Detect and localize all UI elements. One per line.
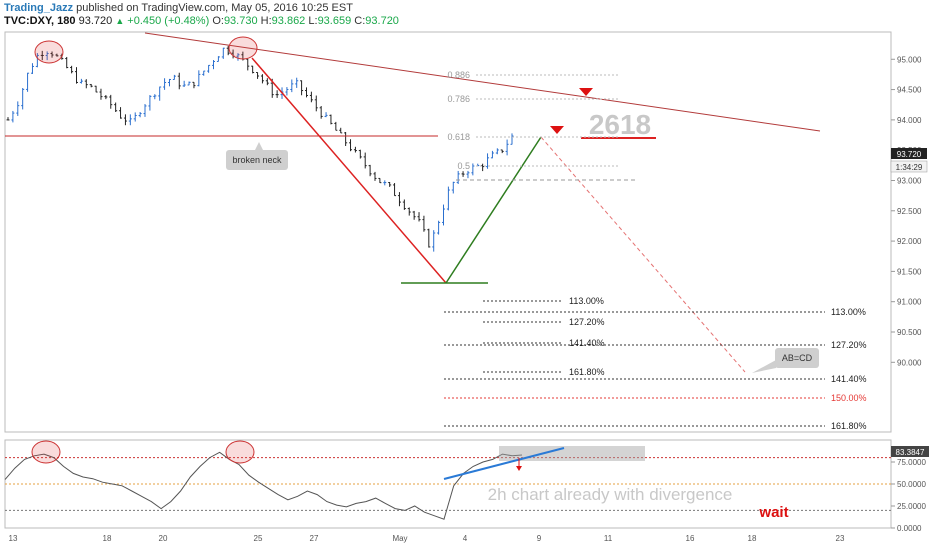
close-value: 93.720 — [365, 15, 399, 27]
time-tick-label: 18 — [748, 534, 757, 543]
rsi-pane — [4, 451, 891, 520]
time-tick-label: 23 — [836, 534, 845, 543]
up-arrow-icon: ▲ — [115, 16, 125, 26]
pattern-label: 2618 — [589, 109, 651, 140]
fib-retracement-label: 0.786 — [447, 94, 470, 104]
rsi-badge-label: 83.3847 — [896, 448, 925, 457]
drawings — [5, 32, 929, 480]
broken-neck-label: broken neck — [232, 155, 282, 165]
time-tick-label: 13 — [9, 534, 18, 543]
time-tick-label: 16 — [686, 534, 695, 543]
price-change: +0.450 (+0.48%) — [127, 15, 210, 27]
open-value: 93.730 — [223, 15, 258, 27]
rsi-axis: 75.0000 50.0000 25.0000 0.0000 — [891, 458, 926, 533]
price-tick-label: 93.000 — [897, 176, 922, 185]
rsi-tick-label: 0.0000 — [897, 524, 922, 533]
callout-pointer — [255, 142, 263, 150]
symbol-label[interactable]: TVC:DXY, 180 — [4, 15, 76, 27]
rsi-badge — [891, 446, 929, 457]
price-tick-label: 91.500 — [897, 267, 922, 276]
fib-extension-label: 141.40% — [569, 338, 605, 348]
fib-extension-label: 150.00% — [831, 393, 867, 403]
fib-extension-label: 127.20% — [831, 340, 867, 350]
time-tick-label: 18 — [103, 534, 112, 543]
price-tick-label: 90.500 — [897, 328, 922, 337]
price-tick-label: 94.500 — [897, 86, 922, 95]
time-tick-label: 27 — [310, 534, 319, 543]
labels: 0.886 0.786 0.618 0.5 113.00% 127.20% 141.40% 1… — [232, 70, 925, 521]
leg-ab — [251, 57, 447, 284]
time-axis: 13 18 20 25 27 May 4 9 11 16 18 23 — [9, 534, 845, 543]
countdown-label: 1:34:29 — [896, 163, 923, 172]
divergence-line — [443, 447, 565, 480]
countdown-badge — [890, 160, 928, 173]
fib-extension-label: 113.00% — [831, 307, 866, 317]
fib-retracement-label: 0.886 — [447, 70, 470, 80]
divergence-note: 2h chart already with divergence — [488, 485, 733, 504]
callout-pointer — [752, 360, 776, 373]
rsi-line — [4, 451, 523, 520]
down-arrow-icon — [516, 466, 522, 471]
fib-extension-label: 127.20% — [569, 317, 605, 327]
down-arrow-icon — [550, 126, 564, 134]
broken-neck-callout — [226, 150, 288, 170]
price-tick-label: 92.000 — [897, 237, 922, 246]
last-price: 93.720 — [78, 15, 113, 27]
fib-extension-label: 161.80% — [569, 367, 605, 377]
fib-extension-label: 141.40% — [831, 374, 867, 384]
low-value: 93.659 — [317, 15, 352, 27]
abcd-label: AB=CD — [782, 353, 813, 363]
fib-extension-label: 113.00% — [569, 296, 604, 306]
last-price-badge — [891, 148, 927, 159]
fib-extension-label: 161.80% — [831, 421, 867, 431]
price-tick-label: 95.000 — [897, 55, 922, 64]
wait-note: wait — [758, 504, 788, 521]
publish-text: published on TradingView.com, May 05, 20… — [76, 2, 353, 14]
rsi-tick-label: 50.0000 — [897, 480, 926, 489]
time-tick-label: 11 — [604, 534, 613, 543]
publish-line: Trading_Jazz published on TradingView.co… — [4, 2, 353, 14]
high-value: 93.862 — [271, 15, 306, 27]
rsi-tick-label: 25.0000 — [897, 502, 926, 511]
price-tick-label: 94.000 — [897, 116, 922, 125]
last-price-badge-label: 93.720 — [897, 150, 922, 159]
fib-retracement-label: 0.618 — [447, 132, 470, 142]
time-tick-label: 9 — [537, 534, 542, 543]
price-tick-label: 92.500 — [897, 207, 922, 216]
time-tick-label: 4 — [463, 534, 468, 543]
divergence-box — [499, 446, 645, 461]
time-tick-label: May — [392, 534, 407, 543]
price-tick-label: 90.000 — [897, 358, 922, 367]
top-marker-circle — [34, 40, 64, 64]
descending-resistance-line — [144, 32, 821, 132]
down-arrow-icon — [579, 88, 593, 96]
price-pane-frame — [4, 31, 892, 433]
ohlc-line: TVC:DXY, 180 93.720 ▲ +0.450 (+0.48%) O:… — [4, 15, 399, 27]
author-link[interactable]: Trading_Jazz — [4, 2, 74, 14]
price-axis: 95.00094.50094.00093.50093.00092.50092.0… — [891, 55, 922, 367]
abcd-callout — [775, 348, 819, 368]
time-tick-label: 25 — [254, 534, 263, 543]
rsi-tick-label: 75.0000 — [897, 458, 926, 467]
time-tick-label: 20 — [159, 534, 168, 543]
top-marker-circle — [228, 36, 258, 60]
candles — [6, 45, 514, 252]
fib-retracement-label: 0.5 — [457, 161, 470, 171]
price-tick-label: 91.000 — [897, 298, 922, 307]
rsi-top-marker-circle — [225, 440, 255, 464]
leg-bc — [445, 136, 542, 284]
rsi-top-marker-circle — [31, 440, 61, 464]
projected-cd-leg — [540, 136, 746, 373]
